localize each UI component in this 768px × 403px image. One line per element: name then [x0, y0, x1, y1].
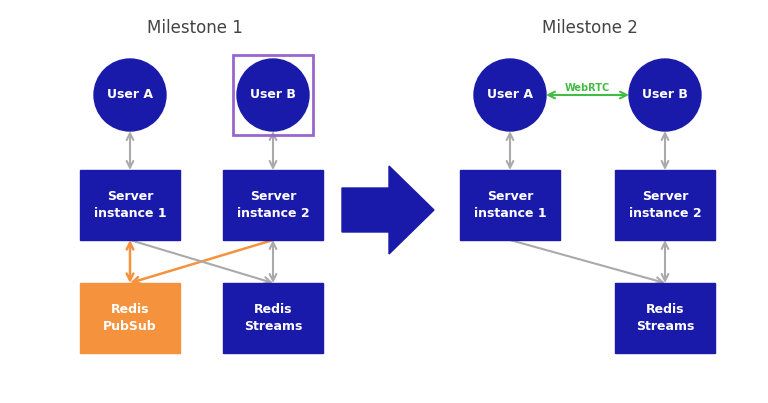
Circle shape	[237, 59, 309, 131]
Text: WebRTC: WebRTC	[565, 83, 610, 93]
Bar	[223, 170, 323, 240]
Bar	[460, 170, 560, 240]
Bar	[615, 170, 715, 240]
Text: User B: User B	[250, 89, 296, 102]
Text: User A: User A	[107, 89, 153, 102]
Circle shape	[474, 59, 546, 131]
Bar	[80, 170, 180, 240]
Circle shape	[94, 59, 166, 131]
Bar	[80, 283, 180, 353]
Circle shape	[629, 59, 701, 131]
Text: Redis
Streams: Redis Streams	[243, 303, 302, 333]
Text: User A: User A	[487, 89, 533, 102]
Text: Milestone 2: Milestone 2	[542, 19, 638, 37]
Text: User B: User B	[642, 89, 688, 102]
Text: Server
instance 1: Server instance 1	[94, 190, 167, 220]
Text: Server
instance 2: Server instance 2	[629, 190, 701, 220]
Text: Server
instance 2: Server instance 2	[237, 190, 310, 220]
Text: Server
instance 1: Server instance 1	[474, 190, 546, 220]
Bar	[223, 283, 323, 353]
Text: Redis
PubSub: Redis PubSub	[103, 303, 157, 333]
Text: Redis
Streams: Redis Streams	[636, 303, 694, 333]
Polygon shape	[342, 166, 434, 254]
Text: Milestone 1: Milestone 1	[147, 19, 243, 37]
Bar	[615, 283, 715, 353]
Bar	[233, 55, 313, 135]
